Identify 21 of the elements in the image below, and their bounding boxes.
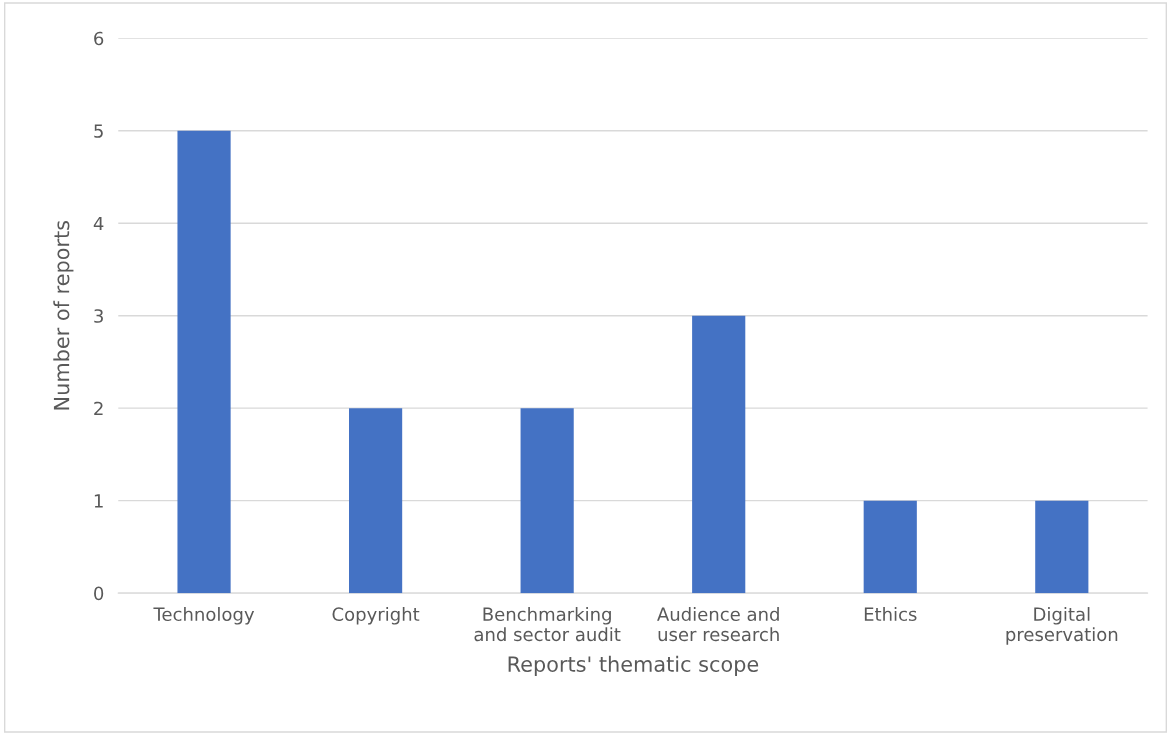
bar: [1035, 500, 1089, 594]
y-tick-label: 3: [94, 309, 103, 323]
bar: [177, 130, 231, 594]
bar: [520, 408, 574, 594]
x-tick-label: Ethics: [864, 607, 917, 622]
bar: [863, 500, 917, 594]
bar: [349, 408, 403, 594]
x-tick-label: Audience and user research: [657, 607, 779, 642]
bar: [692, 315, 746, 594]
y-tick-label: 4: [93, 216, 104, 231]
x-tick-label: Technology: [153, 607, 255, 625]
x-tick-label: Copyright: [332, 607, 420, 625]
y-tick-label: 1: [94, 494, 103, 508]
y-tick-label: 0: [94, 586, 104, 601]
y-tick-label: 5: [94, 124, 103, 138]
x-tick-label: Benchmarking and sector audit: [474, 607, 621, 642]
x-tick-label: Digital preservation: [1006, 607, 1118, 645]
y-tick-label: 6: [94, 31, 104, 46]
x-axis-title: Reports' thematic scope: [508, 655, 759, 676]
y-axis-title: Number of reports: [53, 220, 74, 410]
y-tick-label: 2: [94, 401, 103, 416]
